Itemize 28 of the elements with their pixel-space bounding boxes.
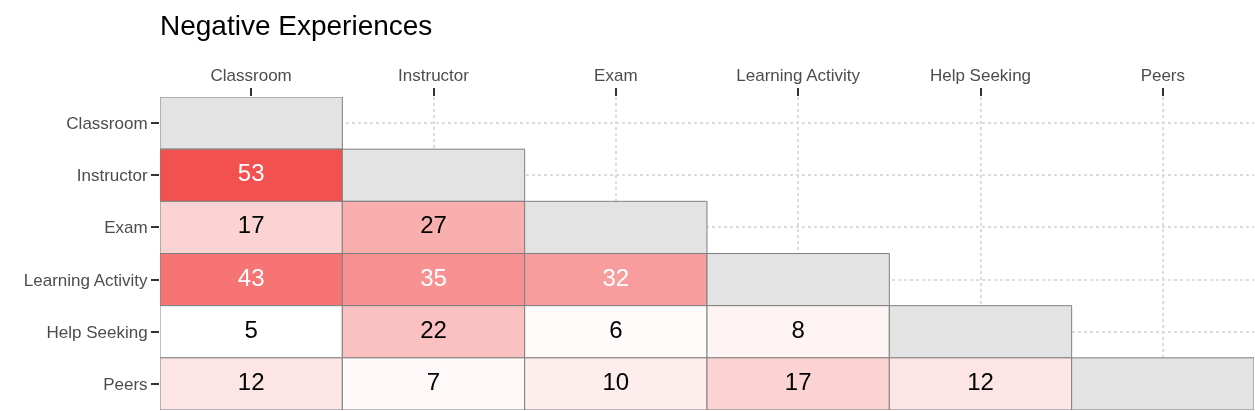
data-label: 53 xyxy=(237,159,265,187)
x-tick-label: Learning Activity xyxy=(736,66,861,86)
x-tick-label: Instructor xyxy=(398,66,470,86)
data-label: 8 xyxy=(791,315,805,343)
y-tick-label: Exam xyxy=(104,218,148,238)
chart-title: Negative Experiences xyxy=(160,9,433,41)
data-label: 35 xyxy=(420,263,447,291)
data-label: 10 xyxy=(602,367,630,395)
y-tick-label: Instructor xyxy=(76,166,148,186)
data-label: 17 xyxy=(237,211,265,239)
y-tick-label: Learning Activity xyxy=(23,270,149,290)
x-tick-label: Help Seeking xyxy=(929,66,1032,86)
y-tick-label: Classroom xyxy=(66,114,148,134)
data-label: 27 xyxy=(420,211,447,239)
y-tick-label: Help Seeking xyxy=(46,322,148,342)
data-label: 22 xyxy=(420,315,447,343)
x-tick-label: Peers xyxy=(1140,66,1186,86)
x-tick-label: Classroom xyxy=(210,66,292,86)
data-label: 32 xyxy=(602,263,630,291)
data-label: 6 xyxy=(609,315,623,343)
data-label: 12 xyxy=(237,367,265,395)
data-label: 43 xyxy=(237,263,265,291)
y-tick-label: Peers xyxy=(103,374,148,394)
data-label: 12 xyxy=(967,367,994,395)
data-label: 17 xyxy=(784,367,812,395)
x-tick-label: Exam xyxy=(594,66,638,86)
data-label: 5 xyxy=(244,315,258,343)
data-label: 7 xyxy=(426,367,441,395)
